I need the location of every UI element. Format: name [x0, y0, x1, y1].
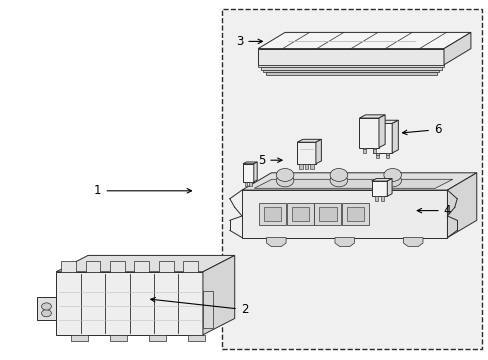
- Bar: [286, 203, 313, 225]
- Polygon shape: [374, 196, 377, 201]
- Polygon shape: [359, 115, 385, 118]
- Polygon shape: [71, 335, 88, 341]
- Polygon shape: [375, 153, 378, 158]
- Polygon shape: [359, 118, 378, 148]
- Text: 3: 3: [235, 35, 262, 48]
- Polygon shape: [371, 181, 386, 196]
- Text: 1: 1: [94, 184, 191, 197]
- Polygon shape: [371, 179, 391, 181]
- Bar: [346, 207, 364, 221]
- Polygon shape: [385, 153, 388, 158]
- Circle shape: [276, 168, 293, 181]
- Polygon shape: [372, 148, 375, 149]
- Polygon shape: [266, 238, 285, 247]
- Polygon shape: [244, 182, 247, 186]
- Circle shape: [41, 303, 51, 310]
- Polygon shape: [260, 67, 441, 70]
- Polygon shape: [56, 256, 234, 272]
- Polygon shape: [242, 173, 476, 190]
- Polygon shape: [243, 164, 253, 182]
- Polygon shape: [297, 142, 315, 164]
- Polygon shape: [315, 139, 321, 164]
- Polygon shape: [375, 153, 378, 155]
- Polygon shape: [297, 139, 321, 142]
- Polygon shape: [85, 261, 100, 272]
- Polygon shape: [372, 120, 398, 123]
- Polygon shape: [258, 32, 470, 49]
- Text: 6: 6: [402, 123, 441, 136]
- Polygon shape: [378, 115, 385, 148]
- Polygon shape: [254, 179, 452, 188]
- Polygon shape: [447, 173, 476, 238]
- Bar: [264, 207, 281, 221]
- Polygon shape: [37, 297, 56, 320]
- Polygon shape: [265, 72, 436, 75]
- Polygon shape: [403, 238, 422, 247]
- Polygon shape: [258, 49, 443, 65]
- Circle shape: [41, 310, 51, 317]
- Polygon shape: [334, 238, 354, 247]
- Polygon shape: [110, 261, 124, 272]
- Bar: [259, 203, 285, 225]
- Circle shape: [329, 174, 347, 187]
- Circle shape: [383, 168, 401, 181]
- Polygon shape: [258, 65, 443, 67]
- Polygon shape: [183, 261, 198, 272]
- Bar: [314, 203, 341, 225]
- Text: 2: 2: [150, 297, 248, 316]
- Polygon shape: [134, 261, 149, 272]
- Circle shape: [329, 168, 347, 181]
- Circle shape: [383, 174, 401, 187]
- Polygon shape: [391, 120, 398, 153]
- Polygon shape: [305, 164, 307, 169]
- Polygon shape: [242, 190, 447, 238]
- Polygon shape: [249, 182, 251, 186]
- Bar: [342, 203, 368, 225]
- Polygon shape: [110, 335, 127, 341]
- Polygon shape: [243, 162, 257, 164]
- Polygon shape: [372, 148, 375, 153]
- Polygon shape: [362, 148, 365, 149]
- Bar: [222, 9, 481, 349]
- Polygon shape: [188, 335, 205, 341]
- Polygon shape: [381, 196, 383, 201]
- Text: 4: 4: [416, 204, 450, 217]
- Bar: [319, 207, 336, 221]
- Polygon shape: [385, 153, 388, 155]
- Polygon shape: [362, 148, 365, 153]
- Polygon shape: [159, 261, 173, 272]
- Polygon shape: [61, 261, 76, 272]
- Polygon shape: [372, 123, 391, 153]
- Polygon shape: [253, 162, 257, 182]
- Polygon shape: [203, 291, 212, 328]
- Circle shape: [276, 174, 293, 187]
- Polygon shape: [149, 335, 166, 341]
- Polygon shape: [299, 164, 302, 169]
- Polygon shape: [443, 32, 470, 65]
- Polygon shape: [203, 256, 234, 335]
- Text: 5: 5: [257, 154, 282, 167]
- Polygon shape: [56, 272, 203, 335]
- Polygon shape: [386, 179, 391, 196]
- Polygon shape: [263, 70, 438, 72]
- Bar: [291, 207, 308, 221]
- Polygon shape: [310, 164, 313, 169]
